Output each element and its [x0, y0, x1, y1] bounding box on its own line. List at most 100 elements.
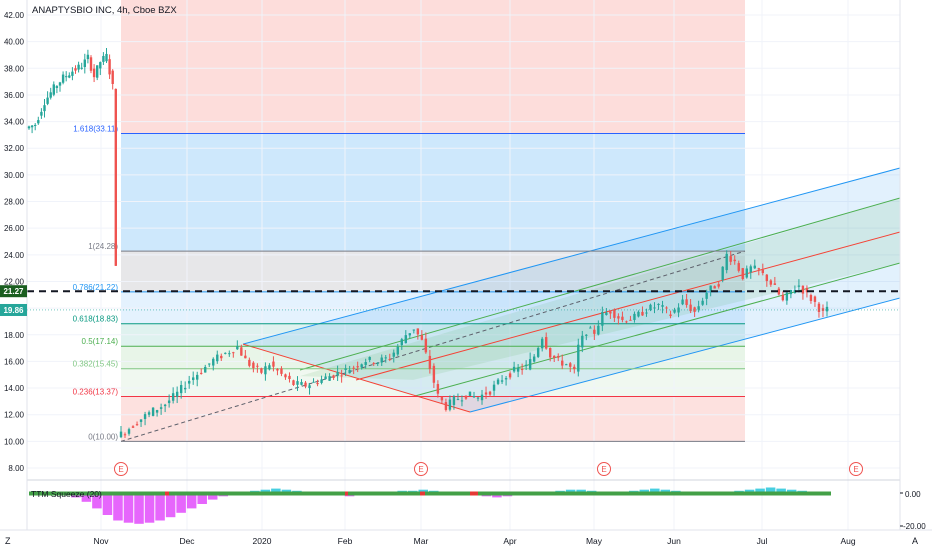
candle-body [280, 368, 283, 374]
candle-body [540, 338, 544, 349]
candle-body [248, 359, 251, 366]
channel-upper [242, 167, 901, 345]
candle-body [232, 352, 235, 354]
candle-body [432, 365, 436, 383]
candle-body [765, 274, 769, 282]
squeeze-bar [271, 488, 281, 493]
candle-body [456, 399, 460, 401]
candle-body [741, 268, 744, 279]
candle-body [448, 399, 452, 410]
earnings-marker[interactable] [114, 462, 128, 476]
candle-body [549, 347, 552, 358]
candle-body [312, 381, 315, 383]
candle-body [817, 303, 821, 312]
price-label-text: 19.86 [3, 306, 24, 315]
y-tick-label: 24.00 [4, 251, 25, 260]
earnings-marker-label: E [601, 465, 606, 474]
channel-median [355, 231, 901, 381]
squeeze-bar [123, 493, 134, 523]
timezone-icon[interactable]: Z [5, 536, 11, 546]
candle-body [665, 307, 668, 309]
candle-body [589, 327, 592, 329]
candle-body [384, 357, 387, 359]
candle-body [86, 54, 90, 60]
candle-body [40, 111, 43, 116]
candle-body [520, 369, 524, 371]
candle-body [793, 290, 797, 293]
left-price-axis[interactable] [0, 0, 27, 530]
candle-body [192, 377, 195, 381]
candle-body [492, 384, 496, 391]
y-tick-label: 16.00 [4, 357, 25, 366]
candle-body [348, 370, 351, 374]
candle-body [669, 314, 672, 317]
candle-body [532, 356, 536, 362]
channel-lower [469, 297, 901, 413]
squeeze-bar [776, 488, 786, 493]
x-tick-label: Apr [503, 536, 516, 546]
candle-body [396, 346, 399, 355]
candle-body [737, 263, 740, 271]
fib-level-label: 0.236(13.37) [73, 387, 119, 396]
right-axis[interactable] [900, 0, 932, 530]
candle-body [757, 268, 760, 270]
earnings-marker-label: E [118, 465, 123, 474]
horizontal-dashed-line[interactable] [27, 290, 900, 311]
candle-body [633, 313, 636, 320]
squeeze-dots-line [29, 491, 831, 496]
earnings-marker[interactable] [849, 462, 863, 476]
candle-body [92, 68, 96, 78]
squeeze-bar [197, 493, 207, 504]
candle-body [256, 365, 259, 367]
earnings-marker[interactable] [597, 462, 611, 476]
fib-trend-line [120, 250, 746, 442]
x-tick-label: Mar [414, 536, 429, 546]
candle-body [46, 97, 49, 104]
candle-body [300, 382, 303, 385]
candle-body [717, 284, 720, 287]
candle-body [340, 375, 343, 377]
candle-body [77, 64, 80, 70]
squeeze-bar [155, 493, 165, 521]
earnings-marker[interactable] [414, 462, 428, 476]
candle-body [452, 396, 456, 405]
candle-body [155, 410, 159, 413]
candle-body [544, 337, 548, 349]
fib-level-label: 1.618(33.11) [73, 124, 118, 133]
candle-body [187, 380, 191, 384]
y-tick-label: 8.00 [8, 464, 24, 473]
auto-scale-button[interactable]: A [912, 536, 918, 546]
candle-body [593, 329, 596, 334]
squeeze-bar [576, 489, 586, 493]
candle-body [613, 309, 616, 318]
squeeze-bar [92, 493, 102, 509]
squeeze-bar [207, 493, 218, 500]
y-tick-label: 38.00 [4, 64, 25, 73]
fib-zone [121, 0, 745, 134]
channel-inner-upper [299, 197, 901, 371]
candle-body [143, 414, 147, 419]
squeeze-bar [81, 493, 92, 502]
candle-body [468, 391, 472, 396]
candle-body [813, 296, 817, 302]
candle-body [344, 368, 347, 370]
candle-body [135, 424, 139, 426]
candle-body [296, 381, 299, 385]
candle-body [512, 366, 516, 372]
candle-body [167, 400, 171, 404]
y-tick-label: 28.00 [4, 198, 25, 207]
channel-fill [243, 168, 900, 413]
candle-body [102, 55, 105, 62]
candle-body [609, 311, 612, 314]
candle-body [476, 397, 480, 399]
candles [27, 47, 829, 439]
price-label-box [0, 285, 27, 298]
candle-body [785, 292, 789, 301]
squeeze-bar [165, 493, 176, 518]
time-axis[interactable] [0, 530, 932, 550]
x-tick-label: 2020 [253, 536, 272, 546]
candle-body [175, 391, 179, 397]
candle-body [821, 308, 825, 311]
candle-body [713, 286, 716, 289]
